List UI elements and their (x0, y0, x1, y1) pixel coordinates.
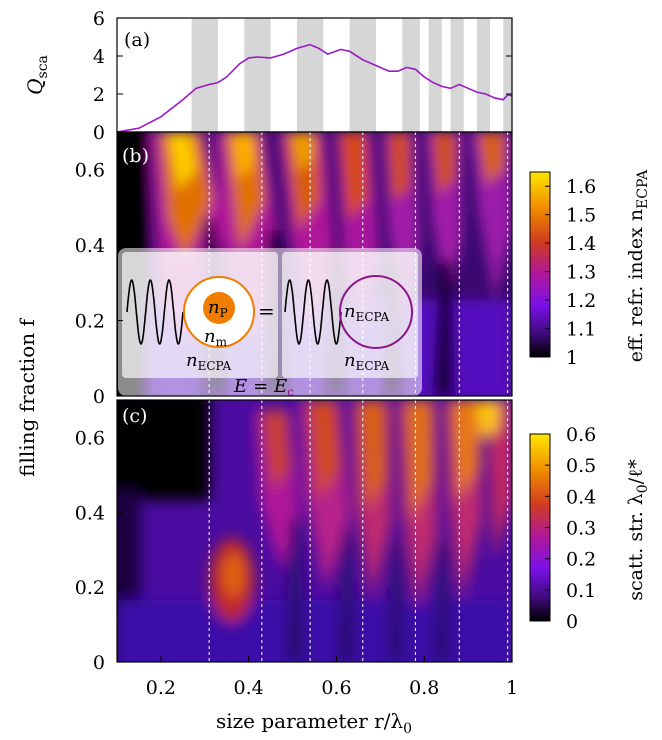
colorbar-b-label: eff. refr. index nECPA (625, 169, 651, 362)
colorbar-tick-label: 1.3 (566, 262, 596, 284)
shared-y-axis-label: filling fraction f (15, 318, 39, 477)
resonance-lines (208, 400, 509, 662)
y-tick-label: 0.6 (75, 160, 105, 182)
colorbar-gradient (529, 171, 551, 358)
inset-schematic: nP nm nECPA = nECPA nECPA E = Ec (118, 248, 422, 399)
panel-c-frame (116, 399, 513, 663)
y-tick-label: 0.2 (75, 577, 105, 599)
shaded-band (450, 18, 464, 132)
x-tick-label: 0.6 (321, 677, 351, 699)
colorbar-scattering-strength: 0 0.1 0.2 0.3 0.4 0.5 0.6 scatt. str. λ0/ℓ* (529, 424, 651, 633)
shaded-band (476, 18, 491, 132)
x-tick-label: 1 (506, 677, 518, 699)
shaded-band (349, 18, 376, 132)
ecpa-index-left-label: nECPA (186, 350, 232, 373)
particle-core (203, 292, 235, 324)
panel-b-frame (116, 131, 513, 397)
panel-c-label: (c) (122, 405, 147, 427)
x-axis-ticks: 0.2 0.4 0.6 0.8 1 (146, 656, 518, 699)
colorbar-c-label: scatt. str. λ0/ℓ* (625, 459, 651, 601)
colorbar-tick-label: 1.2 (566, 290, 596, 312)
shaded-band (402, 18, 420, 132)
medium-index-label: nm (204, 326, 228, 349)
colorbar-ticks: 1 1.1 1.2 1.3 1.4 1.5 1.6 (545, 176, 596, 369)
y-tick-label: 0 (93, 652, 105, 674)
y-tick-label: 0.4 (75, 502, 105, 524)
colorbar-tick-label: 0.1 (566, 580, 596, 602)
x-axis-label: size parameter r/λ0 (216, 709, 412, 737)
incident-wave-left (126, 279, 184, 345)
colorbar-refractive-index: 1 1.1 1.2 1.3 1.4 1.5 1.6 eff. refr. index nEC… (529, 169, 651, 369)
x-tick-label: 0.2 (146, 677, 176, 699)
shaded-band (296, 18, 324, 132)
colorbar-tick-label: 1.4 (566, 233, 596, 255)
y-tick-label: 0 (93, 122, 105, 144)
x-tick-label: 0.4 (234, 677, 264, 699)
equals-sign: = (258, 299, 275, 323)
panel-c: 0 0.2 0.4 0.6 0.2 0.4 0.6 0.8 1 (c) size parame… (75, 399, 518, 737)
shaded-band (503, 18, 512, 132)
shaded-band (244, 18, 271, 132)
shaded-bands (191, 18, 512, 132)
panel-a: 0 2 4 6 (a) Qsca (23, 8, 513, 144)
y-tick-label: 6 (93, 8, 105, 30)
panel-b: nP nm nECPA = nECPA nECPA E = Ec 00.20.40… (75, 131, 513, 408)
y-tick-label: 0.4 (75, 235, 105, 257)
colorbar-tick-label: 0.2 (566, 549, 596, 571)
incident-wave-right (284, 279, 342, 345)
panel-b-y-ticks: 0 0.2 0.4 0.6 (75, 160, 123, 408)
colorbar-tick-label: 0.5 (566, 455, 596, 477)
colorbar-tick-label: 1 (566, 347, 578, 369)
colorbar-tick-label: 0 (566, 611, 578, 633)
colorbar-tick-label: 1.1 (566, 319, 596, 341)
energy-condition-label: E = Ec (233, 376, 294, 399)
colorbar-ticks: 0 0.1 0.2 0.3 0.4 0.5 0.6 (545, 424, 596, 633)
particle-index-label: nP (208, 297, 228, 320)
panel-a-y-ticks: 0 2 4 6 (93, 8, 512, 144)
panel-c-y-ticks: 0 0.2 0.4 0.6 (75, 427, 123, 674)
scattering-strength-heatmap (117, 400, 512, 662)
q-sca-curve (117, 43, 512, 132)
shaded-band (191, 18, 218, 132)
colorbar-tick-label: 0.4 (566, 486, 596, 508)
panel-b-label: (b) (122, 145, 149, 167)
shaded-band (428, 18, 442, 132)
ecpa-index-right-label: nECPA (344, 350, 390, 373)
effective-sphere-ring (339, 275, 413, 349)
y-tick-label: 0 (93, 386, 105, 408)
ecpa-sphere-index-label: nECPA (344, 301, 390, 324)
colorbar-tick-label: 0.3 (566, 518, 596, 540)
panel-a-label: (a) (124, 29, 150, 51)
y-tick-label: 0.6 (75, 427, 105, 449)
colorbar-tick-label: 1.6 (566, 176, 596, 198)
refractive-index-heatmap: nP nm nECPA = nECPA nECPA E = Ec (117, 132, 512, 399)
colorbar-tick-label: 0.6 (566, 424, 596, 446)
y-tick-label: 2 (93, 84, 105, 106)
colorbar-tick-label: 1.5 (566, 205, 596, 227)
y-tick-label: 4 (93, 46, 105, 68)
x-tick-label: 0.8 (409, 677, 439, 699)
panel-a-y-axis-label: Qsca (23, 55, 51, 95)
y-tick-label: 0.2 (75, 311, 105, 333)
